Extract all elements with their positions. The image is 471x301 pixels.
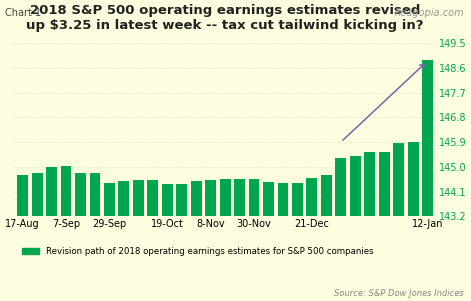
- Bar: [393, 143, 404, 216]
- Legend: Revision path of 2018 operating earnings estimates for S&P 500 companies: Revision path of 2018 operating earnings…: [18, 244, 377, 260]
- Bar: [46, 167, 57, 216]
- Bar: [292, 182, 303, 216]
- Bar: [321, 175, 332, 216]
- Bar: [17, 175, 28, 216]
- Text: Chart 1: Chart 1: [5, 8, 41, 17]
- Text: Source: S&P Dow Jones Indices: Source: S&P Dow Jones Indices: [334, 289, 464, 298]
- Bar: [191, 182, 202, 216]
- Bar: [249, 179, 260, 216]
- Bar: [350, 157, 361, 216]
- Bar: [61, 166, 72, 216]
- Bar: [176, 185, 187, 216]
- Bar: [408, 142, 419, 216]
- Bar: [147, 179, 158, 216]
- Bar: [307, 178, 317, 216]
- Bar: [89, 173, 100, 216]
- Bar: [263, 182, 274, 216]
- Text: hedgopia.com: hedgopia.com: [394, 8, 464, 17]
- Bar: [32, 173, 42, 216]
- Bar: [133, 179, 144, 216]
- Bar: [335, 158, 346, 216]
- Bar: [119, 181, 130, 216]
- Bar: [422, 60, 433, 216]
- Bar: [219, 179, 231, 216]
- Title: 2018 S&P 500 operating earnings estimates revised
up $3.25 in latest week -- tax: 2018 S&P 500 operating earnings estimate…: [26, 4, 424, 32]
- Bar: [234, 179, 245, 216]
- Bar: [365, 152, 375, 216]
- Bar: [162, 184, 173, 216]
- Bar: [75, 173, 86, 216]
- Bar: [205, 180, 216, 216]
- Bar: [379, 152, 390, 216]
- Bar: [277, 183, 288, 216]
- Bar: [104, 182, 115, 216]
